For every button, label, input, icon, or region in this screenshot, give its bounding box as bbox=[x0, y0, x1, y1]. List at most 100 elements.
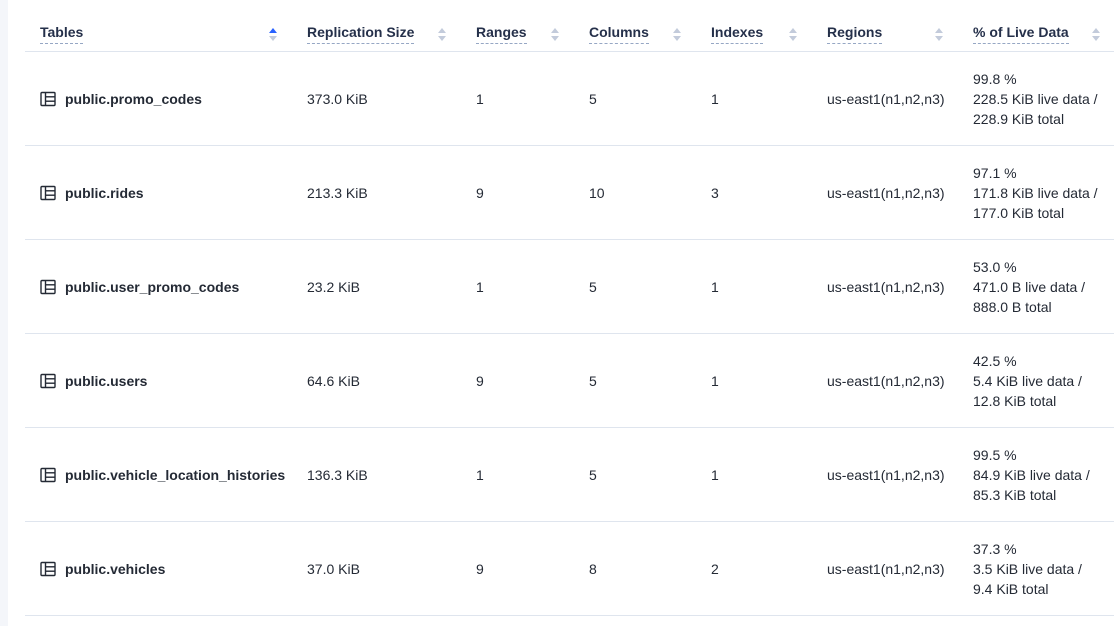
cell-ranges: 1 bbox=[476, 91, 484, 107]
cell-columns: 8 bbox=[589, 561, 597, 577]
table-name-link[interactable]: public.users bbox=[65, 373, 148, 389]
live-data-amount: 3.5 KiB live data / bbox=[973, 561, 1082, 577]
cell-replication-size: 23.2 KiB bbox=[307, 279, 360, 295]
live-data-amount: 228.5 KiB live data / bbox=[973, 91, 1098, 107]
table-name-link[interactable]: public.rides bbox=[65, 185, 144, 201]
cell-regions: us-east1(n1,n2,n3) bbox=[827, 561, 945, 577]
live-data-total: 85.3 KiB total bbox=[973, 487, 1057, 503]
sort-icon[interactable] bbox=[551, 27, 559, 41]
table-name-link[interactable]: public.vehicle_location_histories bbox=[65, 467, 286, 483]
sort-asc-arrow bbox=[438, 27, 446, 33]
cell-ranges: 9 bbox=[476, 561, 484, 577]
cell-regions: us-east1(n1,n2,n3) bbox=[827, 467, 945, 483]
cell-table-name[interactable]: public.vehicles bbox=[8, 522, 291, 616]
sort-desc-arrow bbox=[438, 35, 446, 41]
live-data-total: 12.8 KiB total bbox=[973, 393, 1057, 409]
cell-table-name[interactable]: public.users bbox=[8, 334, 291, 428]
cell-indexes: 1 bbox=[711, 467, 719, 483]
page-left-gutter bbox=[0, 0, 8, 626]
cell-regions: us-east1(n1,n2,n3) bbox=[827, 373, 945, 389]
live-data-amount: 471.0 B live data / bbox=[973, 279, 1086, 295]
table-icon bbox=[40, 185, 56, 201]
cell-indexes: 3 bbox=[711, 185, 719, 201]
cell-table-name[interactable]: public.promo_codes bbox=[8, 52, 291, 146]
live-data-amount: 84.9 KiB live data / bbox=[973, 467, 1090, 483]
table-icon bbox=[40, 279, 56, 295]
column-header-label: Columns bbox=[589, 24, 649, 44]
live-data-total: 9.4 KiB total bbox=[973, 581, 1049, 597]
live-data-percent: 53.0 % bbox=[973, 259, 1017, 275]
sort-icon[interactable] bbox=[269, 27, 277, 41]
cell-pct-live-data: 99.5 % 84.9 KiB live data / 85.3 KiB tot… bbox=[957, 428, 1114, 522]
table-row: public.user_promo_codes 23.2 KiB 1 5 1 u… bbox=[8, 240, 1114, 334]
column-header-label: Ranges bbox=[476, 24, 527, 44]
column-header-label: Replication Size bbox=[307, 24, 415, 44]
cell-indexes: 1 bbox=[711, 279, 719, 295]
cell-regions: us-east1(n1,n2,n3) bbox=[827, 279, 945, 295]
column-header-regions[interactable]: Regions bbox=[811, 16, 957, 52]
column-header-label: Tables bbox=[40, 24, 84, 44]
cell-regions: us-east1(n1,n2,n3) bbox=[827, 91, 945, 107]
sort-asc-arrow bbox=[551, 27, 559, 33]
live-data-total: 228.9 KiB total bbox=[973, 111, 1065, 127]
table-icon bbox=[40, 373, 56, 389]
cell-columns: 5 bbox=[589, 467, 597, 483]
table-row: public.vehicles 37.0 KiB 9 8 2 us-east1(… bbox=[8, 522, 1114, 616]
cell-indexes: 2 bbox=[711, 561, 719, 577]
sort-desc-arrow bbox=[673, 35, 681, 41]
cell-table-name[interactable]: public.rides bbox=[8, 146, 291, 240]
cell-table-name[interactable]: public.vehicle_location_histories bbox=[8, 428, 291, 522]
cell-pct-live-data: 99.8 % 228.5 KiB live data / 228.9 KiB t… bbox=[957, 52, 1114, 146]
sort-icon[interactable] bbox=[935, 27, 943, 41]
cell-replication-size: 37.0 KiB bbox=[307, 561, 360, 577]
cell-replication-size: 136.3 KiB bbox=[307, 467, 368, 483]
cell-pct-live-data: 37.3 % 3.5 KiB live data / 9.4 KiB total bbox=[957, 522, 1114, 616]
column-header-ranges[interactable]: Ranges bbox=[460, 16, 573, 52]
live-data-amount: 5.4 KiB live data / bbox=[973, 373, 1082, 389]
cell-replication-size: 64.6 KiB bbox=[307, 373, 360, 389]
column-header-label: Regions bbox=[827, 24, 883, 44]
sort-desc-arrow bbox=[269, 35, 277, 41]
table-name-link[interactable]: public.promo_codes bbox=[65, 91, 202, 107]
sort-asc-arrow bbox=[673, 27, 681, 33]
cell-ranges: 9 bbox=[476, 185, 484, 201]
table-name-link[interactable]: public.user_promo_codes bbox=[65, 279, 240, 295]
sort-icon[interactable] bbox=[1092, 27, 1100, 41]
tables-table: Tables Replication Size Ranges Columns I… bbox=[8, 0, 1114, 626]
cell-regions: us-east1(n1,n2,n3) bbox=[827, 185, 945, 201]
cell-ranges: 1 bbox=[476, 279, 484, 295]
live-data-percent: 37.3 % bbox=[973, 541, 1017, 557]
column-header-label: % of Live Data bbox=[973, 24, 1069, 44]
table-row: public.promo_codes 373.0 KiB 1 5 1 us-ea… bbox=[8, 52, 1114, 146]
live-data-percent: 42.5 % bbox=[973, 353, 1017, 369]
table-header-row: Tables Replication Size Ranges Columns I… bbox=[8, 16, 1114, 52]
column-header-tables[interactable]: Tables bbox=[8, 16, 291, 52]
table-icon bbox=[40, 561, 56, 577]
cell-table-name[interactable]: public.user_promo_codes bbox=[8, 240, 291, 334]
sort-desc-arrow bbox=[1092, 35, 1100, 41]
live-data-percent: 99.5 % bbox=[973, 447, 1017, 463]
cell-ranges: 1 bbox=[476, 467, 484, 483]
table-row: public.users 64.6 KiB 9 5 1 us-east1(n1,… bbox=[8, 334, 1114, 428]
cell-columns: 5 bbox=[589, 279, 597, 295]
cell-replication-size: 373.0 KiB bbox=[307, 91, 368, 107]
sort-icon[interactable] bbox=[438, 27, 446, 41]
cell-pct-live-data: 42.5 % 5.4 KiB live data / 12.8 KiB tota… bbox=[957, 334, 1114, 428]
table-icon bbox=[40, 91, 56, 107]
sort-icon[interactable] bbox=[789, 27, 797, 41]
table-name-link[interactable]: public.vehicles bbox=[65, 561, 166, 577]
cell-replication-size: 213.3 KiB bbox=[307, 185, 368, 201]
sort-icon[interactable] bbox=[673, 27, 681, 41]
cell-pct-live-data: 97.1 % 171.8 KiB live data / 177.0 KiB t… bbox=[957, 146, 1114, 240]
live-data-percent: 97.1 % bbox=[973, 165, 1017, 181]
cell-columns: 5 bbox=[589, 91, 597, 107]
table-icon bbox=[40, 467, 56, 483]
column-header-indexes[interactable]: Indexes bbox=[695, 16, 811, 52]
column-header-pct-live-data[interactable]: % of Live Data bbox=[957, 16, 1114, 52]
live-data-total: 888.0 B total bbox=[973, 299, 1052, 315]
cell-ranges: 9 bbox=[476, 373, 484, 389]
cell-indexes: 1 bbox=[711, 373, 719, 389]
column-header-replication-size[interactable]: Replication Size bbox=[291, 16, 460, 52]
cell-columns: 10 bbox=[589, 185, 605, 201]
column-header-columns[interactable]: Columns bbox=[573, 16, 695, 52]
